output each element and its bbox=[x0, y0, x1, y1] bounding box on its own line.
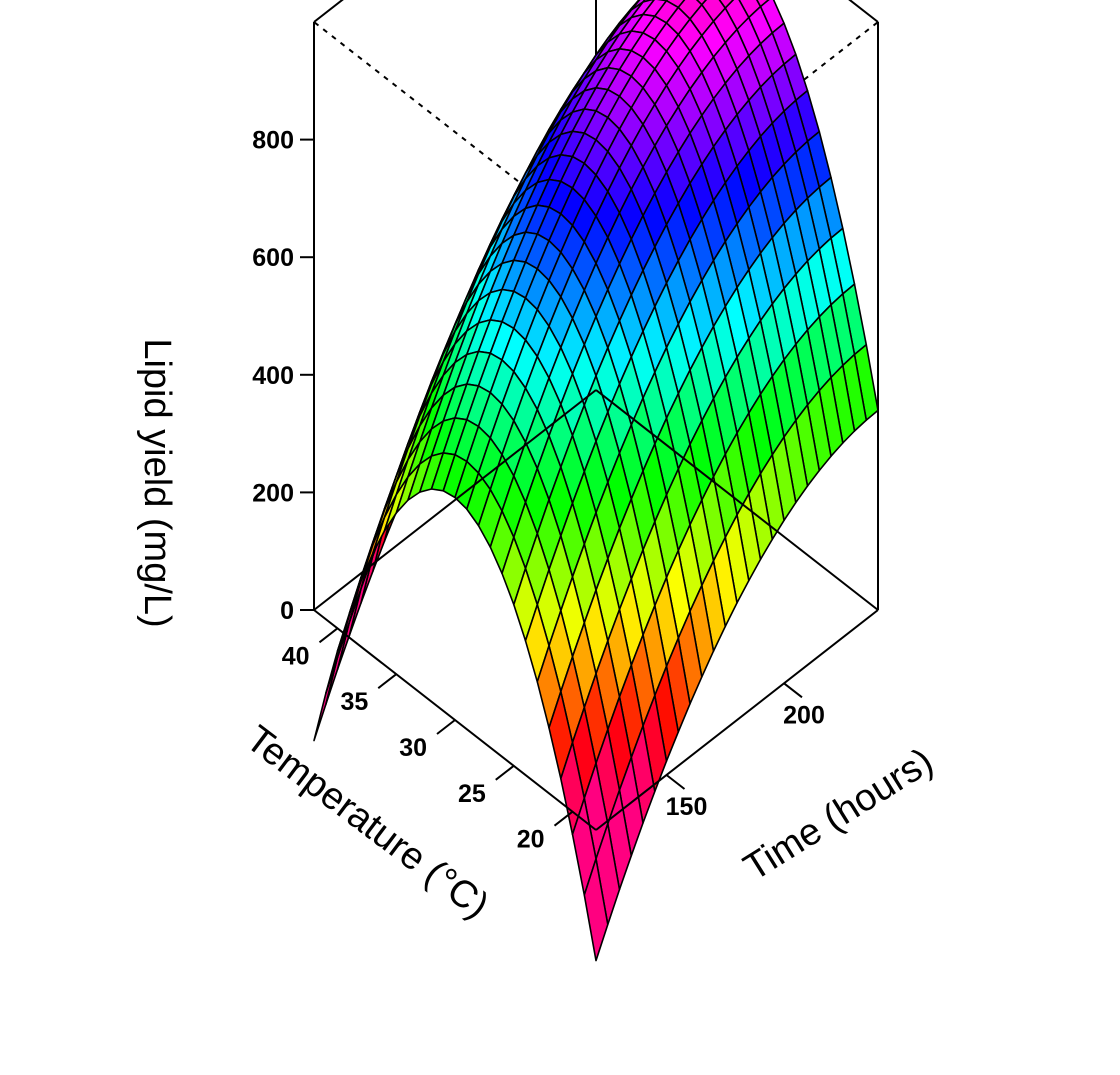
axis-ticks: 20 25 30 35 40 150 200 0 200 400 600 800 bbox=[252, 127, 825, 854]
x-tick bbox=[436, 719, 456, 735]
x-tick bbox=[553, 810, 574, 827]
x-tick-label: 40 bbox=[282, 642, 310, 670]
x-axis-label: Temperature (°C) bbox=[238, 718, 496, 927]
box-edge bbox=[313, 389, 597, 611]
y-tick bbox=[783, 682, 803, 699]
x-tick-label: 25 bbox=[458, 780, 486, 808]
x-tick-label: 30 bbox=[399, 734, 427, 762]
z-tick-label: 600 bbox=[252, 244, 294, 272]
z-tick-label: 400 bbox=[252, 362, 294, 390]
y-tick-label: 150 bbox=[666, 793, 708, 821]
x-tick-label: 20 bbox=[517, 826, 545, 854]
x-tick bbox=[377, 673, 397, 689]
surface-facet bbox=[583, 858, 609, 962]
box-edge bbox=[595, 609, 879, 831]
box-edge bbox=[595, 389, 879, 611]
z-axis-label: Lipid yield (mg/L) bbox=[136, 338, 178, 627]
z-tick-label: 200 bbox=[252, 479, 294, 507]
z-tick-label: 0 bbox=[280, 597, 294, 625]
x-tick-label: 35 bbox=[340, 688, 368, 716]
y-axis-label: Time (hours) bbox=[737, 740, 941, 889]
box-edge bbox=[313, 0, 344, 23]
x-tick bbox=[318, 627, 339, 644]
x-tick bbox=[495, 765, 515, 781]
surface-mesh bbox=[313, 0, 879, 962]
y-tick-label: 200 bbox=[783, 701, 825, 729]
z-tick-label: 800 bbox=[252, 127, 294, 155]
y-tick bbox=[665, 774, 686, 790]
